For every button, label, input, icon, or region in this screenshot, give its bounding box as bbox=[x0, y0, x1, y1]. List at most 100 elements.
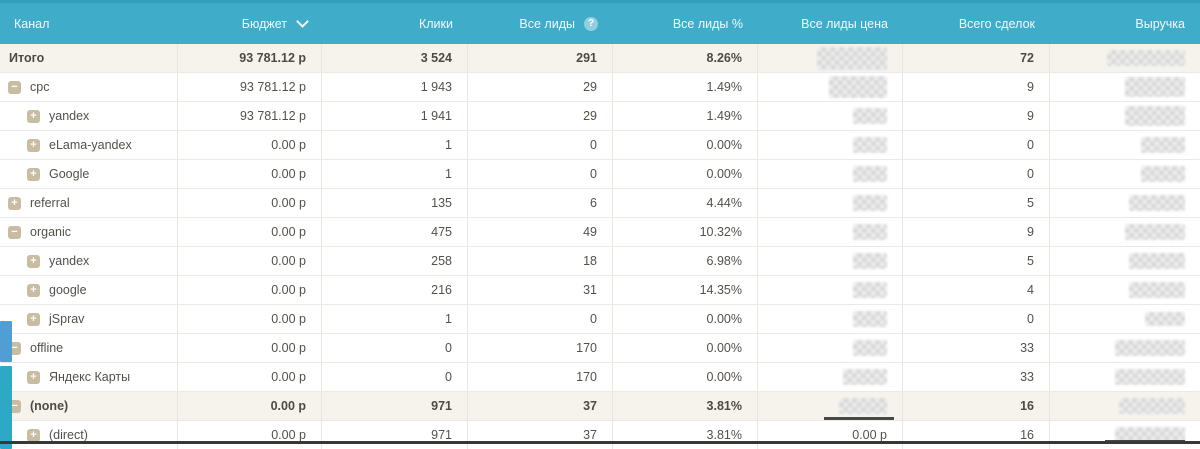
channel-cell: + Яндекс Карты bbox=[0, 363, 178, 391]
leads-percent-cell: 0.00% bbox=[613, 363, 758, 391]
leads-cell: 0 bbox=[468, 160, 613, 188]
expand-icon[interactable]: + bbox=[27, 167, 40, 181]
lead-cost-cell bbox=[758, 73, 903, 101]
table-row: + yandex 93 781.12 р 1 941 29 1.49% 9 bbox=[0, 102, 1200, 131]
budget-cell: 0.00 р bbox=[178, 218, 322, 246]
column-label: Все лиды bbox=[519, 16, 575, 31]
censored-value bbox=[829, 76, 887, 98]
censored-value bbox=[1119, 398, 1185, 414]
deals-cell: 16 bbox=[903, 421, 1050, 449]
clicks-cell: 971 bbox=[322, 392, 468, 420]
collapse-icon[interactable]: − bbox=[8, 225, 21, 239]
column-label: Всего сделок bbox=[958, 16, 1035, 31]
censored-value bbox=[1125, 106, 1185, 126]
budget-cell: 0.00 р bbox=[178, 392, 322, 420]
channel-cell: Итого bbox=[0, 44, 178, 72]
sort-desc-chevron-icon bbox=[296, 15, 309, 28]
channel-cell: − (none) bbox=[0, 392, 178, 420]
leads-cell: 0 bbox=[468, 305, 613, 333]
column-label: Бюджет bbox=[241, 16, 287, 31]
left-scrollbar-segment-blue[interactable] bbox=[0, 321, 12, 362]
table-header: Канал Бюджет Клики Все лиды ? Все лиды %… bbox=[0, 0, 1200, 44]
channel-cell: − organic bbox=[0, 218, 178, 246]
expand-icon[interactable]: + bbox=[27, 283, 40, 297]
censored-value bbox=[1125, 77, 1185, 97]
table-row: + Google 0.00 р 1 0 0.00% 0 bbox=[0, 160, 1200, 189]
clicks-cell: 1 bbox=[322, 131, 468, 159]
channel-label: (direct) bbox=[49, 428, 88, 442]
bottom-scrollbar[interactable] bbox=[0, 441, 1200, 444]
help-icon[interactable]: ? bbox=[584, 16, 598, 31]
expand-icon[interactable]: + bbox=[27, 109, 40, 123]
clicks-cell: 3 524 bbox=[322, 44, 468, 72]
deals-cell: 33 bbox=[903, 334, 1050, 362]
leads-cell: 31 bbox=[468, 276, 613, 304]
leads-cell: 0 bbox=[468, 131, 613, 159]
deals-cell: 5 bbox=[903, 189, 1050, 217]
lead-cost-cell bbox=[758, 305, 903, 333]
column-header-total-deals[interactable]: Всего сделок bbox=[903, 3, 1050, 44]
expand-icon[interactable]: + bbox=[27, 254, 40, 268]
column-header-revenue[interactable]: Выручка bbox=[1050, 3, 1200, 44]
expand-icon[interactable]: + bbox=[27, 138, 40, 152]
censored-value bbox=[853, 253, 887, 269]
lead-cost-cell bbox=[758, 102, 903, 130]
deals-cell: 72 bbox=[903, 44, 1050, 72]
column-header-leads-percent[interactable]: Все лиды % bbox=[613, 3, 758, 44]
leads-percent-cell: 3.81% bbox=[613, 421, 758, 449]
clicks-cell: 475 bbox=[322, 218, 468, 246]
revenue-cell bbox=[1050, 189, 1200, 217]
lead-cost-cell bbox=[758, 334, 903, 362]
column-header-all-leads[interactable]: Все лиды ? bbox=[468, 3, 613, 44]
channel-cell: + yandex bbox=[0, 102, 178, 130]
channel-cell: + Google bbox=[0, 160, 178, 188]
column-header-clicks[interactable]: Клики bbox=[322, 3, 468, 44]
column-header-lead-cost[interactable]: Все лиды цена bbox=[758, 3, 903, 44]
censored-value bbox=[853, 195, 887, 211]
deals-cell: 0 bbox=[903, 160, 1050, 188]
clicks-cell: 1 941 bbox=[322, 102, 468, 130]
budget-cell: 0.00 р bbox=[178, 160, 322, 188]
budget-cell: 0.00 р bbox=[178, 247, 322, 275]
clicks-cell: 258 bbox=[322, 247, 468, 275]
leads-percent-cell: 0.00% bbox=[613, 131, 758, 159]
collapse-icon[interactable]: − bbox=[8, 80, 21, 94]
channel-cell: − cpc bbox=[0, 73, 178, 101]
channel-cell: − offline bbox=[0, 334, 178, 362]
channel-label: Яндекс Карты bbox=[49, 370, 131, 384]
column-header-budget[interactable]: Бюджет bbox=[178, 3, 322, 44]
censored-value bbox=[1115, 340, 1185, 356]
table-row: + referral 0.00 р 135 6 4.44% 5 bbox=[0, 189, 1200, 218]
expand-icon[interactable]: + bbox=[27, 312, 40, 326]
deals-cell: 4 bbox=[903, 276, 1050, 304]
expand-icon[interactable]: + bbox=[27, 428, 40, 442]
censored-value bbox=[853, 340, 887, 356]
censored-value bbox=[1129, 253, 1185, 269]
channel-label: Итого bbox=[9, 51, 45, 65]
channel-cell: + (direct) bbox=[0, 421, 178, 449]
lead-cost-cell bbox=[758, 44, 903, 72]
channel-cell: + jSprav bbox=[0, 305, 178, 333]
censored-value bbox=[853, 282, 887, 298]
budget-cell: 0.00 р bbox=[178, 131, 322, 159]
lead-cost-cell bbox=[758, 160, 903, 188]
leads-percent-cell: 10.32% bbox=[613, 218, 758, 246]
revenue-cell bbox=[1050, 247, 1200, 275]
column-header-channel[interactable]: Канал bbox=[0, 3, 178, 44]
leads-percent-cell: 14.35% bbox=[613, 276, 758, 304]
budget-cell: 0.00 р bbox=[178, 363, 322, 391]
censored-value bbox=[853, 311, 887, 327]
expand-icon[interactable]: + bbox=[27, 370, 40, 384]
left-scrollbar-segment-teal[interactable] bbox=[0, 366, 12, 449]
budget-cell: 0.00 р bbox=[178, 189, 322, 217]
clicks-cell: 0 bbox=[322, 334, 468, 362]
budget-cell: 93 781.12 р bbox=[178, 102, 322, 130]
channel-label: jSprav bbox=[49, 312, 85, 326]
revenue-cell bbox=[1050, 160, 1200, 188]
channel-label: google bbox=[49, 283, 87, 297]
censored-value bbox=[843, 369, 887, 385]
leads-percent-cell: 3.81% bbox=[613, 392, 758, 420]
clicks-cell: 1 943 bbox=[322, 73, 468, 101]
table-row: + eLama-yandex 0.00 р 1 0 0.00% 0 bbox=[0, 131, 1200, 160]
expand-icon[interactable]: + bbox=[8, 196, 21, 210]
